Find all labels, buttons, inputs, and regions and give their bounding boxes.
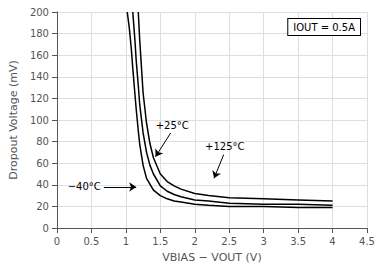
svg-text:−40°C: −40°C — [68, 181, 101, 192]
svg-text:+25°C: +25°C — [156, 120, 189, 131]
svg-text:20: 20 — [36, 201, 49, 212]
svg-text:3.5: 3.5 — [290, 236, 306, 247]
svg-text:4: 4 — [329, 236, 335, 247]
svg-text:IOUT = 0.5A: IOUT = 0.5A — [293, 22, 355, 33]
svg-text:2.5: 2.5 — [221, 236, 237, 247]
svg-text:180: 180 — [30, 28, 49, 39]
svg-text:0: 0 — [43, 223, 49, 234]
svg-text:80: 80 — [36, 136, 49, 147]
svg-text:0: 0 — [54, 236, 60, 247]
svg-text:160: 160 — [30, 50, 49, 61]
svg-text:60: 60 — [36, 158, 49, 169]
svg-text:200: 200 — [30, 7, 49, 18]
svg-text:140: 140 — [30, 71, 49, 82]
svg-text:3: 3 — [260, 236, 266, 247]
svg-text:0.5: 0.5 — [83, 236, 99, 247]
svg-text:1.5: 1.5 — [152, 236, 168, 247]
svg-text:120: 120 — [30, 93, 49, 104]
svg-text:1: 1 — [123, 236, 129, 247]
svg-text:4.5: 4.5 — [359, 236, 375, 247]
svg-text:100: 100 — [30, 115, 49, 126]
svg-text:+125°C: +125°C — [205, 141, 244, 152]
svg-text:40: 40 — [36, 179, 49, 190]
svg-text:2: 2 — [192, 236, 198, 247]
svg-text:Dropout Voltage (mV): Dropout Voltage (mV) — [7, 60, 20, 180]
svg-text:VBIAS − VOUT (V): VBIAS − VOUT (V) — [162, 251, 261, 264]
